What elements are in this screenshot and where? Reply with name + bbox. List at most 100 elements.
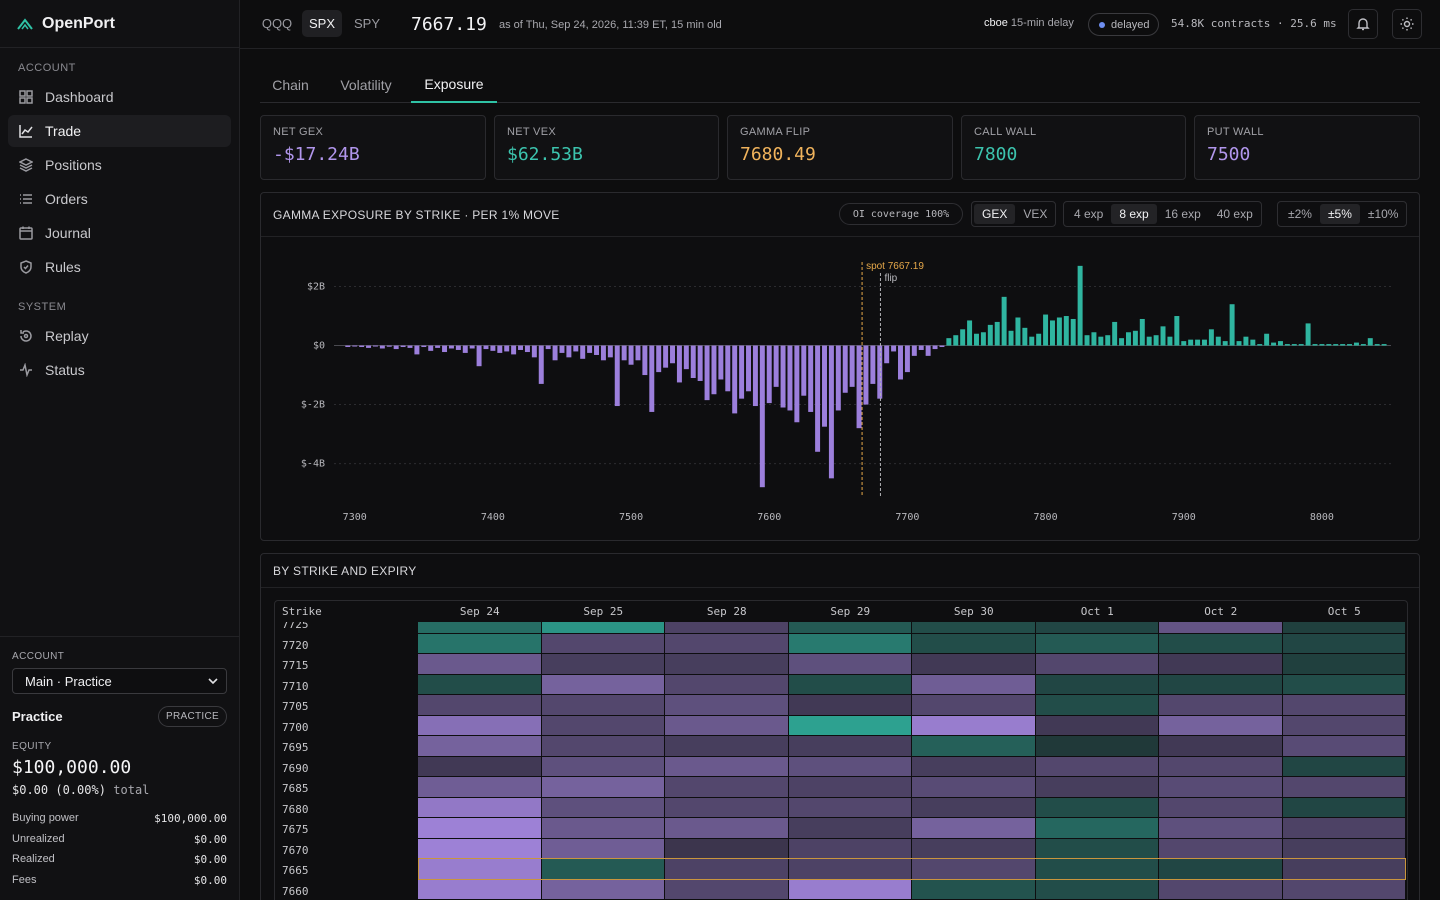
range-10[interactable]: ±10%	[1367, 207, 1399, 221]
nav-replay[interactable]: Replay	[8, 320, 231, 352]
heatmap-cell[interactable]	[1159, 879, 1282, 899]
heatmap-cell[interactable]	[788, 633, 911, 653]
heatmap-cell[interactable]	[1282, 797, 1405, 817]
heatmap-cell[interactable]	[912, 777, 1035, 797]
heatmap-cell[interactable]	[788, 859, 911, 879]
heatmap-cell[interactable]	[1035, 695, 1158, 715]
heatmap-cell[interactable]	[665, 838, 788, 858]
heatmap-cell[interactable]	[1282, 736, 1405, 756]
heatmap-cell[interactable]	[541, 797, 664, 817]
heatmap-cell[interactable]	[912, 633, 1035, 653]
heatmap-cell[interactable]	[1035, 674, 1158, 694]
expiry-column-header[interactable]: Sep 28	[706, 605, 747, 618]
heatmap-cell[interactable]	[1035, 777, 1158, 797]
heatmap-cell[interactable]	[1035, 622, 1158, 633]
heatmap-cell[interactable]	[1035, 818, 1158, 838]
heatmap-cell[interactable]	[788, 879, 911, 899]
heatmap-cell[interactable]	[788, 622, 911, 633]
heatmap-cell[interactable]	[788, 777, 911, 797]
expiry-column-header[interactable]: Sep 24	[459, 605, 500, 618]
expiry-column-header[interactable]: Sep 29	[830, 605, 871, 618]
ticker-spy[interactable]: SPY	[353, 16, 380, 31]
heatmap-cell[interactable]	[1282, 715, 1405, 735]
heatmap-cell[interactable]	[665, 879, 788, 899]
range-2[interactable]: ±2%	[1288, 207, 1312, 221]
heatmap-cell[interactable]	[665, 797, 788, 817]
nav-trade[interactable]: Trade	[8, 115, 231, 147]
heatmap-cell[interactable]	[1282, 777, 1405, 797]
heatmap-cell[interactable]	[1159, 633, 1282, 653]
heatmap-cell[interactable]	[912, 736, 1035, 756]
nav-orders[interactable]: Orders	[8, 183, 231, 215]
nav-positions[interactable]: Positions	[8, 149, 231, 181]
heatmap-cell[interactable]	[912, 654, 1035, 674]
heatmap-cell[interactable]	[665, 654, 788, 674]
heatmap-cell[interactable]	[418, 674, 541, 694]
heatmap-cell[interactable]	[418, 715, 541, 735]
heatmap-cell[interactable]	[665, 715, 788, 735]
heatmap-cell[interactable]	[788, 756, 911, 776]
heatmap-cell[interactable]	[665, 622, 788, 633]
heatmap-cell[interactable]	[1282, 879, 1405, 899]
heatmap-cell[interactable]	[541, 736, 664, 756]
heatmap-cell[interactable]	[418, 633, 541, 653]
nav-rules[interactable]: Rules	[8, 251, 231, 283]
brand[interactable]: OpenPort	[0, 0, 239, 48]
heatmap-cell[interactable]	[912, 695, 1035, 715]
heatmap-cell[interactable]	[418, 622, 541, 633]
nav-journal[interactable]: Journal	[8, 217, 231, 249]
heatmap-cell[interactable]	[541, 654, 664, 674]
heatmap-cell[interactable]	[1159, 838, 1282, 858]
heatmap-cell[interactable]	[418, 736, 541, 756]
tab-volatility[interactable]: Volatility	[340, 76, 392, 93]
heatmap-cell[interactable]	[1282, 622, 1405, 633]
heatmap-cell[interactable]	[418, 695, 541, 715]
expiry-column-header[interactable]: Oct 5	[1327, 605, 1361, 618]
heatmap-cell[interactable]	[788, 654, 911, 674]
heatmap-cell[interactable]	[1159, 756, 1282, 776]
heatmap-cell[interactable]	[912, 879, 1035, 899]
heatmap-cell[interactable]	[1035, 879, 1158, 899]
nav-status[interactable]: Status	[8, 354, 231, 386]
heatmap-cell[interactable]	[541, 633, 664, 653]
heatmap-cell[interactable]	[788, 736, 911, 756]
mode-gex[interactable]: GEX	[974, 204, 1016, 224]
heatmap-cell[interactable]	[1159, 777, 1282, 797]
heatmap-cell[interactable]	[1035, 797, 1158, 817]
heatmap-cell[interactable]	[912, 838, 1035, 858]
heatmap-cell[interactable]	[541, 838, 664, 858]
heatmap-cell[interactable]	[1159, 695, 1282, 715]
heatmap-cell[interactable]	[418, 797, 541, 817]
expiry-column-header[interactable]: Sep 25	[583, 605, 624, 618]
heatmap-cell[interactable]	[912, 622, 1035, 633]
heatmap-cell[interactable]	[418, 838, 541, 858]
expiry-column-header[interactable]: Sep 30	[953, 605, 994, 618]
heatmap-cell[interactable]	[788, 818, 911, 838]
heatmap-cell[interactable]	[788, 797, 911, 817]
heatmap-cell[interactable]	[541, 777, 664, 797]
heatmap-cell[interactable]	[665, 736, 788, 756]
heatmap-cell[interactable]	[1159, 859, 1282, 879]
ticker-spx[interactable]: SPX	[302, 10, 342, 37]
expiry-column-header[interactable]: Oct 1	[1080, 605, 1114, 618]
heatmap-cell[interactable]	[1035, 736, 1158, 756]
heatmap-cell[interactable]	[665, 633, 788, 653]
heatmap-cell[interactable]	[541, 695, 664, 715]
heatmap-cell[interactable]	[665, 756, 788, 776]
heatmap-cell[interactable]	[1282, 654, 1405, 674]
exp-4[interactable]: 4 exp	[1074, 207, 1104, 221]
heatmap-cell[interactable]	[418, 654, 541, 674]
heatmap-cell[interactable]	[1159, 654, 1282, 674]
heatmap-cell[interactable]	[1035, 654, 1158, 674]
heatmap-cell[interactable]	[788, 674, 911, 694]
heatmap-cell[interactable]	[541, 818, 664, 838]
heatmap-cell[interactable]	[912, 859, 1035, 879]
heatmap-cell[interactable]	[1159, 674, 1282, 694]
heatmap-cell[interactable]	[418, 859, 541, 879]
heatmap-cell[interactable]	[541, 674, 664, 694]
heatmap-cell[interactable]	[541, 859, 664, 879]
heatmap-cell[interactable]	[1282, 838, 1405, 858]
heatmap-cell[interactable]	[1035, 715, 1158, 735]
heatmap-cell[interactable]	[541, 622, 664, 633]
heatmap-cell[interactable]	[418, 879, 541, 899]
